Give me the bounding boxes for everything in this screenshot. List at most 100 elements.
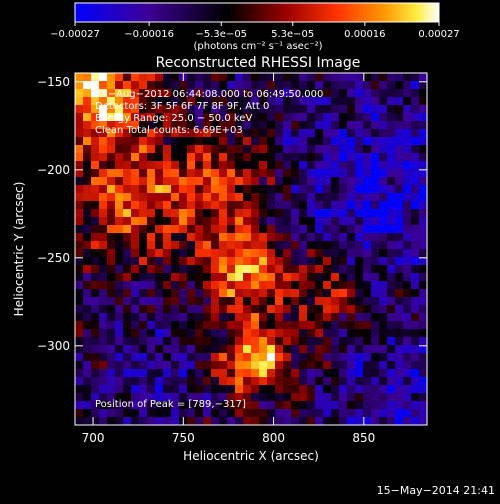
heatmap-cell xyxy=(411,345,420,354)
heatmap-cell xyxy=(131,129,140,138)
heatmap-cell xyxy=(371,345,380,354)
heatmap-cell xyxy=(91,161,100,170)
heatmap-cell xyxy=(299,337,308,346)
heatmap-cell xyxy=(227,313,236,322)
heatmap-cell xyxy=(219,297,228,306)
heatmap-cell xyxy=(91,297,100,306)
heatmap-cell xyxy=(251,169,260,178)
heatmap-cell xyxy=(147,201,156,210)
heatmap-cell xyxy=(339,73,348,82)
heatmap-cell xyxy=(235,177,244,186)
heatmap-cell xyxy=(131,73,140,82)
heatmap-cell xyxy=(91,169,100,178)
heatmap-cell xyxy=(99,145,108,154)
heatmap-cell xyxy=(75,137,84,146)
heatmap-cell xyxy=(163,353,172,362)
heatmap-cell xyxy=(331,105,340,114)
heatmap-cell xyxy=(147,161,156,170)
heatmap-cell xyxy=(187,137,196,146)
heatmap-cell xyxy=(387,209,396,218)
heatmap-cell xyxy=(179,377,188,386)
heatmap-cell xyxy=(75,153,84,162)
heatmap-cell xyxy=(371,289,380,298)
heatmap-cell xyxy=(243,345,252,354)
heatmap-cell xyxy=(395,257,404,266)
heatmap-cell xyxy=(299,345,308,354)
heatmap-cell xyxy=(307,337,316,346)
heatmap-cell xyxy=(99,225,108,234)
heatmap-cell xyxy=(115,113,124,122)
heatmap-cell xyxy=(283,289,292,298)
heatmap-cell xyxy=(259,185,268,194)
heatmap-cell xyxy=(411,161,420,170)
heatmap-cell xyxy=(75,169,84,178)
heatmap-cell xyxy=(315,305,324,314)
heatmap-cell xyxy=(171,161,180,170)
heatmap-cell xyxy=(339,217,348,226)
heatmap-cell xyxy=(419,249,428,258)
heatmap-cell xyxy=(99,201,108,210)
heatmap-cell xyxy=(211,361,220,370)
heatmap-cell xyxy=(339,241,348,250)
heatmap-cell xyxy=(227,257,236,266)
heatmap-cell xyxy=(203,169,212,178)
heatmap-cell xyxy=(131,337,140,346)
heatmap-cell xyxy=(275,273,284,282)
heatmap-cell xyxy=(187,129,196,138)
heatmap-cell xyxy=(195,393,204,402)
heatmap-cell xyxy=(139,121,148,130)
heatmap-cell xyxy=(235,417,244,426)
heatmap-cell xyxy=(363,369,372,378)
heatmap-cell xyxy=(91,305,100,314)
heatmap-cell xyxy=(211,249,220,258)
heatmap-cell xyxy=(283,377,292,386)
heatmap-cell xyxy=(275,89,284,98)
heatmap-cell xyxy=(115,225,124,234)
heatmap-cell xyxy=(235,345,244,354)
heatmap-cell xyxy=(139,217,148,226)
heatmap-cell xyxy=(251,273,260,282)
heatmap-cell xyxy=(387,401,396,410)
heatmap-cell xyxy=(203,273,212,282)
heatmap-cell xyxy=(331,193,340,202)
heatmap-cell xyxy=(235,369,244,378)
heatmap-cell xyxy=(379,321,388,330)
colorbar-tick-label: 0.00016 xyxy=(344,29,385,40)
heatmap-cell xyxy=(403,233,412,242)
heatmap-cell xyxy=(275,113,284,122)
heatmap-cell xyxy=(259,153,268,162)
heatmap-cell xyxy=(235,161,244,170)
heatmap-cell xyxy=(147,321,156,330)
heatmap-cell xyxy=(307,297,316,306)
heatmap-cell xyxy=(163,73,172,82)
heatmap-cell xyxy=(171,97,180,106)
heatmap-cell xyxy=(131,81,140,90)
heatmap-cell xyxy=(75,345,84,354)
heatmap-cell xyxy=(299,409,308,418)
heatmap-cell xyxy=(339,233,348,242)
colorbar-tick-label: −0.00016 xyxy=(124,29,174,40)
heatmap-cell xyxy=(347,377,356,386)
heatmap-cell xyxy=(171,273,180,282)
heatmap-cell xyxy=(323,185,332,194)
heatmap-cell xyxy=(411,329,420,338)
heatmap-cell xyxy=(147,81,156,90)
heatmap-cell xyxy=(227,129,236,138)
heatmap-cell xyxy=(267,257,276,266)
heatmap-cell xyxy=(275,225,284,234)
heatmap-cell xyxy=(347,257,356,266)
heatmap-cell xyxy=(275,129,284,138)
chart-title: Reconstructed RHESSI Image xyxy=(156,55,361,71)
heatmap-cell xyxy=(339,201,348,210)
heatmap-cell xyxy=(147,121,156,130)
heatmap-cell xyxy=(339,329,348,338)
heatmap-cell xyxy=(91,233,100,242)
heatmap-cell xyxy=(107,417,116,426)
heatmap-cell xyxy=(195,273,204,282)
heatmap-cell xyxy=(155,257,164,266)
heatmap-cell xyxy=(395,81,404,90)
heatmap-cell xyxy=(259,401,268,410)
heatmap-cell xyxy=(339,113,348,122)
heatmap-cell xyxy=(187,249,196,258)
heatmap-cell xyxy=(267,417,276,426)
